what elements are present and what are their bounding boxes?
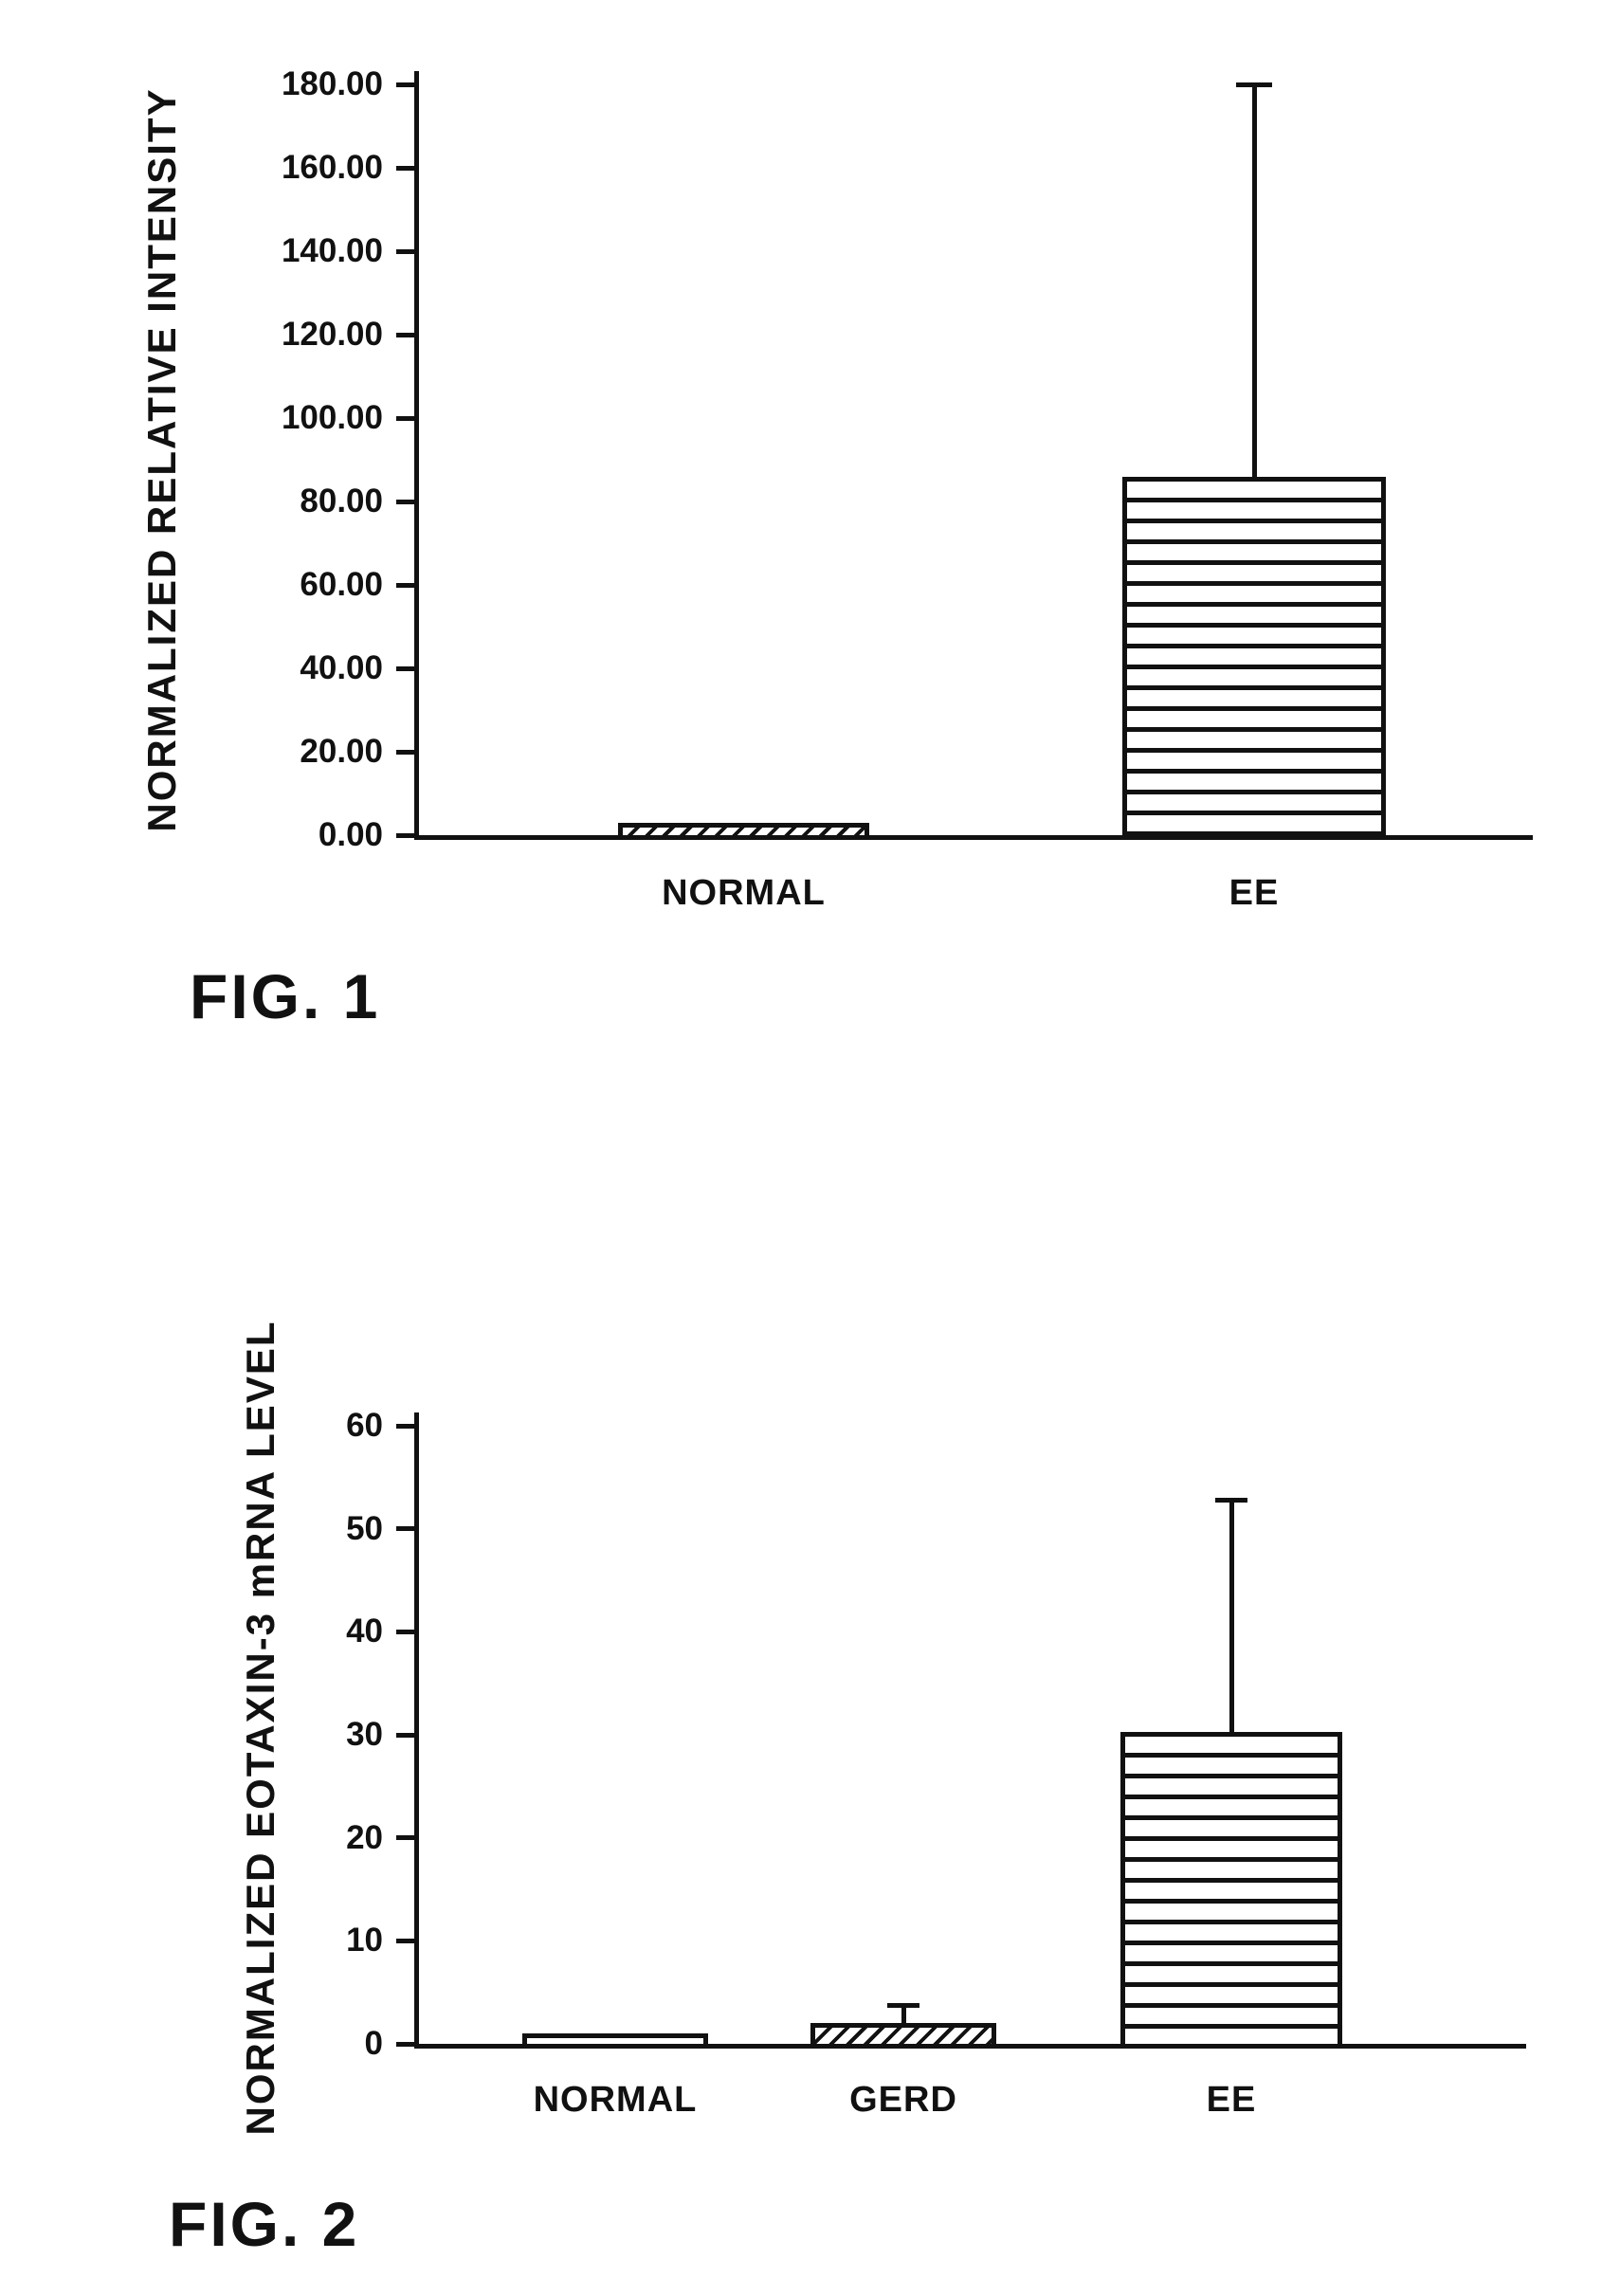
fig2-error-cap-ee: [1215, 1498, 1247, 1503]
fig1-ytick-label: 80.00: [300, 483, 383, 519]
fig1-ytick-mark: [396, 665, 419, 671]
fig2-caption: FIG. 2: [169, 2189, 360, 2259]
fig2-ytick-label: 60: [346, 1407, 383, 1444]
fig1-bar-normal: [618, 822, 869, 835]
fig2-ytick-label: 40: [346, 1613, 383, 1650]
fig2-ytick-mark: [396, 1732, 419, 1738]
fig1-ytick-label: 180.00: [281, 65, 383, 102]
fig2-ytick-mark: [396, 2041, 419, 2047]
fig1-ytick-mark: [396, 332, 419, 337]
fig1-ytick-label: 140.00: [281, 232, 383, 269]
fig2-plot-area: 0 10 20 30 40 50 60 NORMAL GERD EE: [346, 1407, 1526, 2120]
fig1-error-bar-ee: [1251, 82, 1257, 477]
fig2-ytick-mark: [396, 1526, 419, 1532]
fig1-ytick-mark: [396, 499, 419, 504]
fig1-y-axis-label: NORMALIZED RELATIVE INTENSITY: [139, 87, 184, 832]
fig2-error-bar-ee: [1229, 1498, 1234, 1732]
fig1-caption: FIG. 1: [190, 961, 381, 1031]
fig1-ytick-mark: [396, 832, 419, 838]
fig2-bar-ee: [1120, 1731, 1342, 2044]
fig1-category-label-ee: EE: [1229, 873, 1280, 913]
fig2-ytick-mark: [396, 1835, 419, 1841]
fig2-error-bar-gerd: [901, 2002, 906, 2024]
fig1-ytick-label: 40.00: [300, 649, 383, 686]
fig1-ytick-label: 20.00: [300, 733, 383, 770]
fig1-ytick-label: 120.00: [281, 316, 383, 353]
fig1-error-cap-ee: [1236, 82, 1272, 87]
fig2-category-label-normal: NORMAL: [533, 2080, 698, 2120]
fig2-ytick-label: 20: [346, 1818, 383, 1856]
fig2-category-label-gerd: GERD: [849, 2080, 957, 2120]
fig2-ytick-mark: [396, 1423, 419, 1429]
fig1-ytick-mark: [396, 82, 419, 87]
fig1-bar-ee: [1122, 476, 1386, 835]
fig2-bar-gerd: [810, 2023, 996, 2044]
fig2-bar-normal: [522, 2033, 708, 2044]
fig2-ytick-label: 30: [346, 1716, 383, 1753]
fig1-category-label-normal: NORMAL: [662, 873, 826, 913]
fig2-ytick-label: 0: [364, 2025, 383, 2062]
fig1-ytick-mark: [396, 248, 419, 254]
fig1-ytick-mark: [396, 165, 419, 171]
fig2-error-cap-gerd: [887, 2002, 919, 2008]
fig2-ytick-label: 10: [346, 1922, 383, 1959]
fig2-y-axis-label: NORMALIZED EOTAXIN-3 mRNA LEVEL: [238, 1320, 282, 2136]
fig1-plot-area: 0.00 20.00 40.00 60.00 80.00 100.00 120.00 140.…: [282, 65, 1533, 913]
fig1-ytick-label: 160.00: [281, 149, 383, 186]
fig2-ytick-mark: [396, 1629, 419, 1634]
fig2-ytick-label: 50: [346, 1509, 383, 1547]
fig1-ytick-mark: [396, 582, 419, 588]
fig1-ytick-mark: [396, 415, 419, 421]
fig1-ytick-label: 100.00: [281, 399, 383, 436]
fig1-ytick-mark: [396, 749, 419, 755]
fig1-ytick-label: 0.00: [318, 816, 383, 853]
fig2-category-label-ee: EE: [1206, 2080, 1257, 2120]
fig2-ytick-mark: [396, 1938, 419, 1943]
fig1-ytick-label: 60.00: [300, 566, 383, 603]
